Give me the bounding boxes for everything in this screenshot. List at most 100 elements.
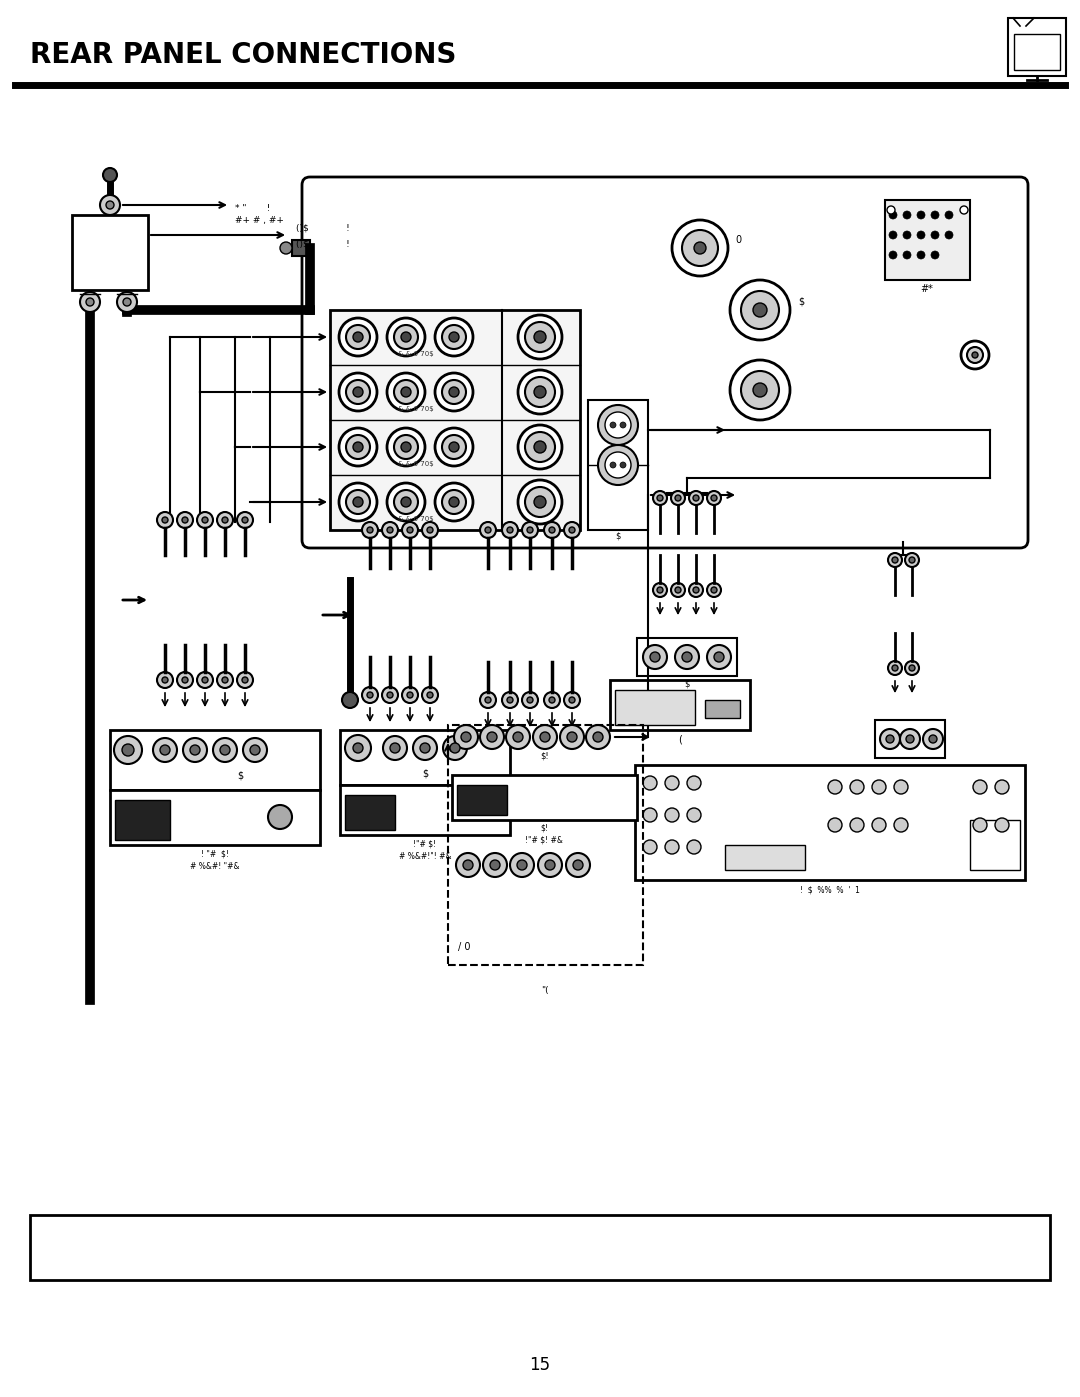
Circle shape [502, 522, 518, 538]
Circle shape [449, 387, 459, 397]
Circle shape [549, 697, 555, 703]
Circle shape [534, 441, 546, 453]
Circle shape [268, 805, 292, 828]
Circle shape [387, 373, 426, 411]
Bar [1008, 18, 1066, 75]
Circle shape [872, 780, 886, 793]
Circle shape [202, 678, 208, 683]
Circle shape [569, 527, 575, 534]
FancyBboxPatch shape [302, 177, 1028, 548]
Circle shape [220, 745, 230, 754]
Circle shape [390, 743, 400, 753]
Circle shape [435, 427, 473, 467]
Circle shape [527, 527, 534, 534]
Circle shape [573, 861, 583, 870]
Circle shape [242, 517, 248, 522]
Circle shape [693, 495, 699, 502]
Circle shape [894, 780, 908, 793]
Circle shape [490, 861, 500, 870]
Circle shape [177, 672, 193, 687]
Text: & & 6 70$: & & 6 70$ [399, 461, 434, 467]
Bar [615, 690, 696, 725]
Bar [340, 731, 510, 785]
Circle shape [909, 665, 915, 671]
Text: !"# $! #&: !"# $! #& [525, 835, 563, 844]
Circle shape [353, 441, 363, 453]
Circle shape [480, 692, 496, 708]
Circle shape [545, 861, 555, 870]
Circle shape [711, 495, 717, 502]
Circle shape [672, 219, 728, 277]
Bar [340, 785, 510, 835]
Circle shape [905, 661, 919, 675]
Circle shape [407, 692, 413, 698]
Bar [725, 845, 805, 870]
Circle shape [382, 687, 399, 703]
Circle shape [190, 745, 200, 754]
Text: ()$             !: ()$ ! [296, 224, 350, 232]
Circle shape [544, 522, 561, 538]
Circle shape [892, 665, 897, 671]
Bar [330, 310, 580, 529]
Circle shape [114, 736, 141, 764]
Circle shape [888, 661, 902, 675]
Circle shape [671, 583, 685, 597]
Text: # %&#!"! #&: # %&#!"! #& [399, 852, 451, 861]
Circle shape [507, 527, 513, 534]
Circle shape [929, 735, 937, 743]
Circle shape [394, 490, 418, 514]
Bar [637, 638, 737, 676]
Circle shape [222, 517, 228, 522]
Circle shape [461, 732, 471, 742]
Circle shape [413, 736, 437, 760]
Circle shape [850, 819, 864, 833]
Circle shape [945, 211, 953, 219]
Circle shape [917, 211, 924, 219]
Circle shape [689, 583, 703, 597]
Circle shape [586, 725, 610, 749]
Circle shape [183, 678, 188, 683]
Circle shape [888, 553, 902, 567]
Circle shape [402, 522, 418, 538]
Circle shape [513, 732, 523, 742]
Text: !  $  %%  %  '  1: ! $ %% % ' 1 [800, 886, 860, 894]
Circle shape [525, 377, 555, 407]
Circle shape [917, 231, 924, 239]
Circle shape [217, 672, 233, 687]
Circle shape [100, 196, 120, 215]
Circle shape [177, 511, 193, 528]
Circle shape [280, 242, 292, 254]
Circle shape [620, 422, 626, 427]
Circle shape [525, 321, 555, 352]
Text: $!: $! [540, 823, 548, 833]
Circle shape [707, 583, 721, 597]
Circle shape [960, 205, 968, 214]
Circle shape [972, 352, 978, 358]
Circle shape [401, 332, 411, 342]
Circle shape [687, 807, 701, 821]
Circle shape [383, 736, 407, 760]
Circle shape [427, 692, 433, 698]
Circle shape [202, 517, 208, 522]
Circle shape [675, 495, 681, 502]
Circle shape [675, 645, 699, 669]
Circle shape [483, 854, 507, 877]
Circle shape [480, 725, 504, 749]
Circle shape [561, 725, 584, 749]
Text: 0: 0 [735, 235, 741, 244]
Circle shape [961, 341, 989, 369]
Circle shape [401, 497, 411, 507]
Circle shape [681, 231, 718, 265]
Bar [1014, 34, 1059, 70]
Circle shape [367, 527, 373, 534]
Circle shape [183, 738, 207, 761]
Circle shape [903, 231, 912, 239]
Circle shape [973, 780, 987, 793]
Circle shape [741, 291, 779, 330]
Circle shape [387, 319, 426, 356]
Text: / 0: / 0 [458, 942, 471, 951]
Circle shape [689, 490, 703, 504]
Circle shape [80, 292, 100, 312]
Circle shape [442, 326, 465, 349]
Circle shape [86, 298, 94, 306]
